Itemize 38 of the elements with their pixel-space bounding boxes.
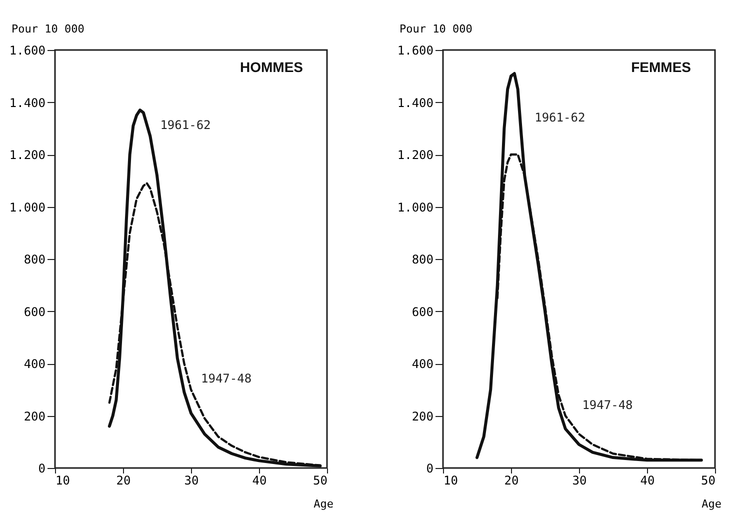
y-tick-label: 1.600 — [397, 44, 434, 58]
y-tick-label: 1.400 — [9, 96, 46, 110]
x-tick-label: 30 — [184, 474, 199, 488]
text: HOMMES — [240, 59, 303, 75]
x-tick-label: 10 — [444, 474, 458, 488]
x-tick-label: 20 — [504, 474, 519, 488]
y-tick-label: 1.400 — [397, 96, 434, 110]
x-tick-label: 50 — [313, 474, 328, 488]
x-tick-label: 50 — [701, 474, 716, 488]
x-tick-label: 10 — [56, 474, 70, 488]
y-tick-label: 1.000 — [9, 200, 46, 214]
y-tick-label: 200 — [24, 409, 46, 424]
y-tick-label: 800 — [412, 252, 434, 266]
y-axis-title: Pour 10 000 — [12, 22, 84, 36]
y-tick-label: 800 — [24, 252, 46, 266]
x-tick-label: 40 — [640, 474, 655, 488]
annotation: 1947-48 — [201, 372, 252, 386]
x-tick-label: 30 — [572, 474, 587, 488]
y-tick-label: 1.200 — [9, 148, 46, 162]
y-tick-label: 0 — [38, 462, 46, 476]
text: FEMMES — [631, 59, 691, 75]
annotation: 1947-48 — [582, 398, 633, 412]
y-tick-label: 400 — [24, 357, 46, 371]
y-tick-label: 600 — [412, 304, 434, 319]
x-tick-label: 20 — [116, 474, 131, 488]
x-tick-label: 40 — [252, 474, 267, 488]
x-axis-title: Age — [314, 498, 334, 510]
y-tick-label: 1.000 — [397, 200, 434, 214]
y-tick-label: 200 — [412, 409, 434, 424]
x-axis-title: Age — [702, 498, 722, 510]
y-tick-label: 400 — [412, 357, 434, 371]
y-tick-label: 1.600 — [9, 44, 46, 58]
y-tick-label: 1.200 — [397, 148, 434, 162]
annotation: 1961-62 — [534, 110, 586, 124]
y-axis-title: Pour 10 000 — [400, 22, 472, 36]
y-tick-label: 0 — [426, 462, 434, 476]
y-tick-label: 600 — [24, 304, 46, 319]
annotation: 1961-62 — [160, 118, 211, 132]
